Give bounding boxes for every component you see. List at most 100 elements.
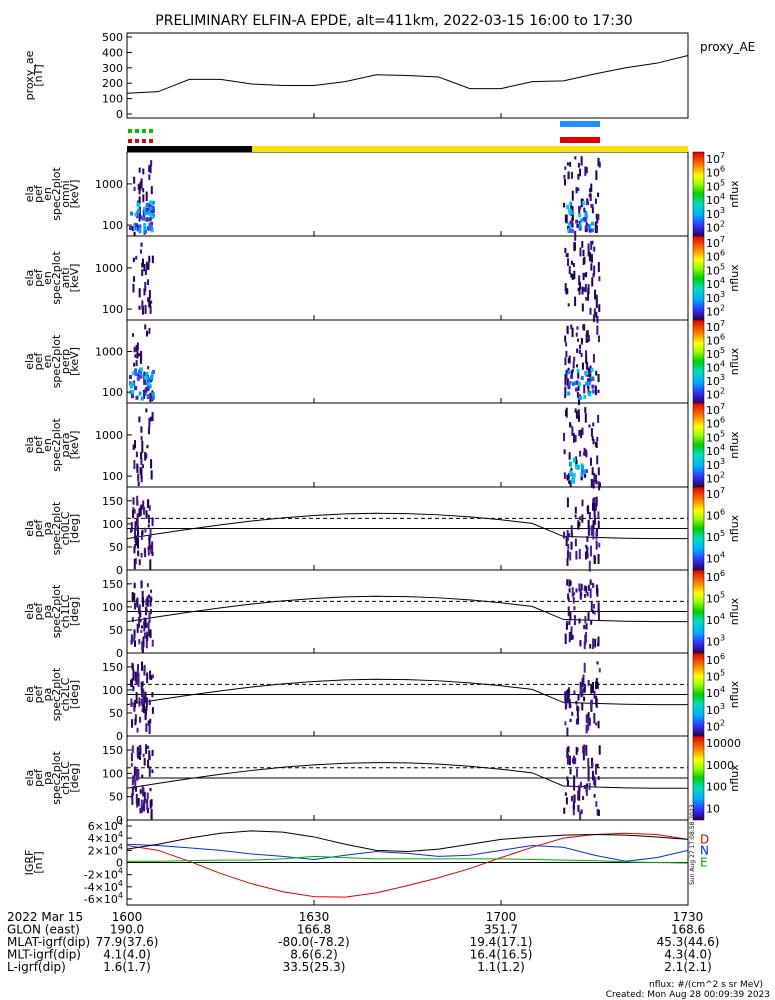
spectro-cell [146, 583, 149, 588]
spectro-cell [131, 389, 135, 394]
spectro-cell [136, 668, 139, 673]
spectro-cell [132, 685, 135, 692]
spectro-cell [586, 592, 589, 597]
spectro-cell [587, 719, 590, 731]
spectro-cell [593, 505, 596, 517]
spectro-cell [573, 270, 576, 280]
spectro-cell [575, 588, 578, 593]
spectro-cell [575, 364, 578, 368]
spectro-cell [571, 273, 574, 280]
spectro-cell [141, 440, 144, 451]
spectro-cell [133, 640, 136, 647]
spectro-cell [149, 670, 152, 680]
spectro-cell [143, 264, 146, 272]
spectro-cell [142, 188, 145, 193]
spectro-cell [148, 255, 151, 263]
spectro-cell [590, 428, 593, 437]
footer-row-value: 19.4(17.1) [470, 935, 533, 949]
y-axis-label: ela [23, 437, 36, 454]
spectro-cell [129, 226, 133, 231]
colorbar-tick-label: 103 [706, 206, 725, 221]
spectro-cell [150, 674, 153, 681]
spectro-cell [595, 474, 598, 480]
y-tick-label: 100 [102, 518, 123, 531]
spectro-cell [140, 452, 143, 459]
spectro-cell [138, 391, 142, 396]
spectro-cell [580, 472, 584, 478]
spectro-cell [135, 255, 138, 260]
spectro-cell [575, 410, 578, 419]
footer-row-value: 1600 [112, 910, 143, 924]
spectro-cell [563, 202, 566, 208]
spectro-cell [585, 381, 589, 386]
spectro-cell [571, 369, 574, 373]
spectro-cell [564, 166, 567, 170]
spectro-cell [589, 644, 592, 649]
spectro-cell [137, 473, 140, 482]
spectro-cell [140, 468, 143, 479]
spectro-cell [585, 725, 588, 732]
spectro-cell [580, 686, 583, 696]
spectro-cell [151, 541, 154, 552]
spectro-cell [141, 681, 144, 687]
spectro-cell [143, 211, 146, 221]
status-bar-black [127, 146, 252, 152]
spectro-cell [139, 249, 142, 254]
spectro-cell [133, 362, 136, 367]
spectro-cell [579, 783, 582, 789]
spectro-cell [588, 560, 591, 572]
colorbar [692, 319, 705, 404]
spectro-cell [578, 226, 582, 231]
spectro-cell [580, 156, 583, 166]
spectro-cell [140, 531, 143, 541]
spectro-cell [585, 354, 588, 364]
spectro-cell [597, 467, 600, 476]
spectro-cell [149, 787, 152, 792]
colorbar-tick-label: 104 [706, 612, 725, 627]
spectro-cell [592, 603, 595, 609]
spectro-cell [593, 554, 596, 559]
spectro-cell [143, 547, 146, 554]
spectro-cell [583, 585, 586, 592]
colorbar-tick-label: 1000 [706, 759, 734, 772]
y-axis-label: ela [23, 686, 36, 703]
spectro-cell [131, 510, 134, 519]
y-tick-label: 400 [102, 46, 123, 59]
spectro-cell [129, 375, 133, 380]
spectro-cell [578, 548, 581, 560]
spectro-cell [582, 745, 585, 754]
spectro-cell [569, 718, 572, 723]
colorbar-tick-label: 107 [706, 402, 725, 417]
spectro-cell [571, 426, 574, 436]
spectro-cell [597, 389, 600, 394]
spectro-cell [151, 395, 155, 400]
colorbar-tick-label: 102 [706, 304, 725, 319]
spectro-cell [595, 294, 598, 304]
spectro-cell [583, 696, 586, 702]
spectro-cell [583, 287, 586, 292]
y-axis-label: pef [32, 268, 45, 287]
spectro-cell [566, 378, 569, 387]
spectro-cell [574, 408, 577, 413]
y-axis-label: spec2plot [50, 167, 63, 221]
spectro-cell [149, 392, 152, 403]
spectro-cell [149, 608, 152, 615]
y-axis-label: ch2LC [59, 677, 72, 711]
spectro-cell [564, 721, 567, 726]
colorbar-tick-label: 104 [706, 276, 725, 291]
y-axis-label: [keV] [68, 180, 81, 209]
spectro-cell [585, 449, 588, 457]
spectro-cell [132, 669, 135, 681]
spectro-cell [593, 246, 596, 252]
colorbar-tick-label: 102 [706, 718, 725, 733]
spectro-cell [132, 283, 135, 293]
colorbar [692, 569, 705, 654]
y-axis-label: ela [23, 186, 36, 203]
spectro-cell [140, 396, 144, 401]
spectro-cell [146, 623, 149, 628]
spectro-cell [595, 225, 598, 233]
spectro-cell [143, 288, 146, 296]
spectro-cell [137, 768, 140, 780]
y-axis-label: ela [23, 353, 36, 370]
spectro-cell [136, 526, 139, 537]
